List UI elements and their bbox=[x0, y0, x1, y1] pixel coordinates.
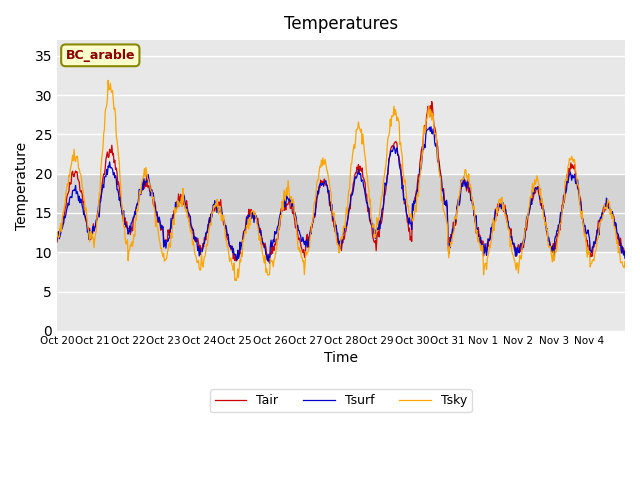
Tsurf bbox=[266, 260, 273, 266]
Y-axis label: Temperature: Temperature bbox=[15, 142, 29, 229]
Line: Tair: Tair bbox=[57, 102, 625, 261]
Tsurf bbox=[53, 232, 61, 238]
Tsky bbox=[401, 177, 409, 183]
Tsky bbox=[433, 141, 441, 147]
Legend: Tair, Tsurf, Tsky: Tair, Tsurf, Tsky bbox=[210, 389, 472, 412]
Tsky bbox=[104, 77, 112, 83]
Title: Temperatures: Temperatures bbox=[284, 15, 398, 33]
Tsurf bbox=[621, 255, 629, 261]
Tair bbox=[53, 239, 61, 245]
Tsky bbox=[120, 224, 128, 229]
Bar bbox=[57, 174, 625, 252]
Tsky bbox=[225, 251, 233, 257]
Tsky bbox=[621, 258, 629, 264]
Tair bbox=[252, 213, 260, 219]
Tsurf bbox=[433, 146, 441, 152]
Tsurf bbox=[224, 231, 232, 237]
Tair bbox=[120, 220, 127, 226]
Line: Tsky: Tsky bbox=[57, 80, 625, 280]
Tsurf bbox=[275, 223, 282, 228]
Tsurf bbox=[252, 213, 260, 219]
Tsky bbox=[53, 230, 61, 236]
Text: BC_arable: BC_arable bbox=[65, 49, 135, 62]
Tair bbox=[275, 227, 282, 233]
Tair bbox=[433, 139, 441, 144]
Tsky bbox=[254, 223, 262, 229]
Tsurf bbox=[401, 196, 408, 202]
Tair bbox=[264, 258, 272, 264]
X-axis label: Time: Time bbox=[324, 351, 358, 365]
Tsurf bbox=[120, 208, 127, 214]
Tair bbox=[428, 99, 436, 105]
Tair bbox=[401, 201, 408, 206]
Tsurf bbox=[427, 124, 435, 130]
Line: Tsurf: Tsurf bbox=[57, 127, 625, 263]
Tair bbox=[621, 251, 629, 257]
Tair bbox=[224, 237, 232, 242]
Tsky bbox=[232, 277, 240, 283]
Tsky bbox=[275, 224, 283, 230]
